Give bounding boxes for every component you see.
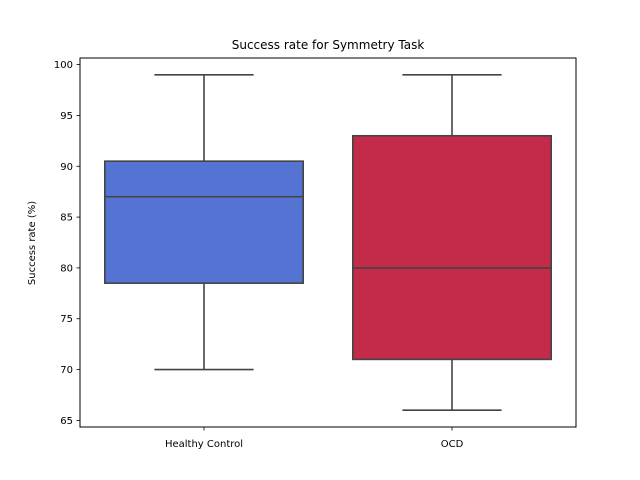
box-1 — [351, 73, 552, 412]
y-axis-label: Success rate (%) — [27, 201, 38, 285]
y-tick-label: 100 — [54, 60, 73, 71]
x-tick-label: Healthy Control — [165, 439, 243, 450]
y-tick-label: 65 — [60, 416, 73, 427]
y-tick-label: 90 — [60, 162, 73, 173]
y-tick-label: 95 — [60, 111, 73, 122]
y-tick-label: 80 — [60, 263, 73, 274]
chart-title: Success rate for Symmetry Task — [232, 38, 425, 52]
x-axis: Healthy Control OCD — [165, 427, 464, 450]
y-tick-label: 75 — [60, 314, 73, 325]
y-axis: 65 70 75 80 85 90 95 100 — [54, 60, 80, 427]
x-tick-label: OCD — [441, 439, 464, 450]
y-tick-label: 85 — [60, 213, 73, 224]
y-tick-label: 70 — [60, 365, 73, 376]
box-0 — [104, 73, 304, 371]
iqr-box — [104, 160, 304, 284]
plot-frame — [79, 57, 577, 428]
plot-area — [104, 73, 552, 412]
iqr-box — [351, 134, 552, 361]
